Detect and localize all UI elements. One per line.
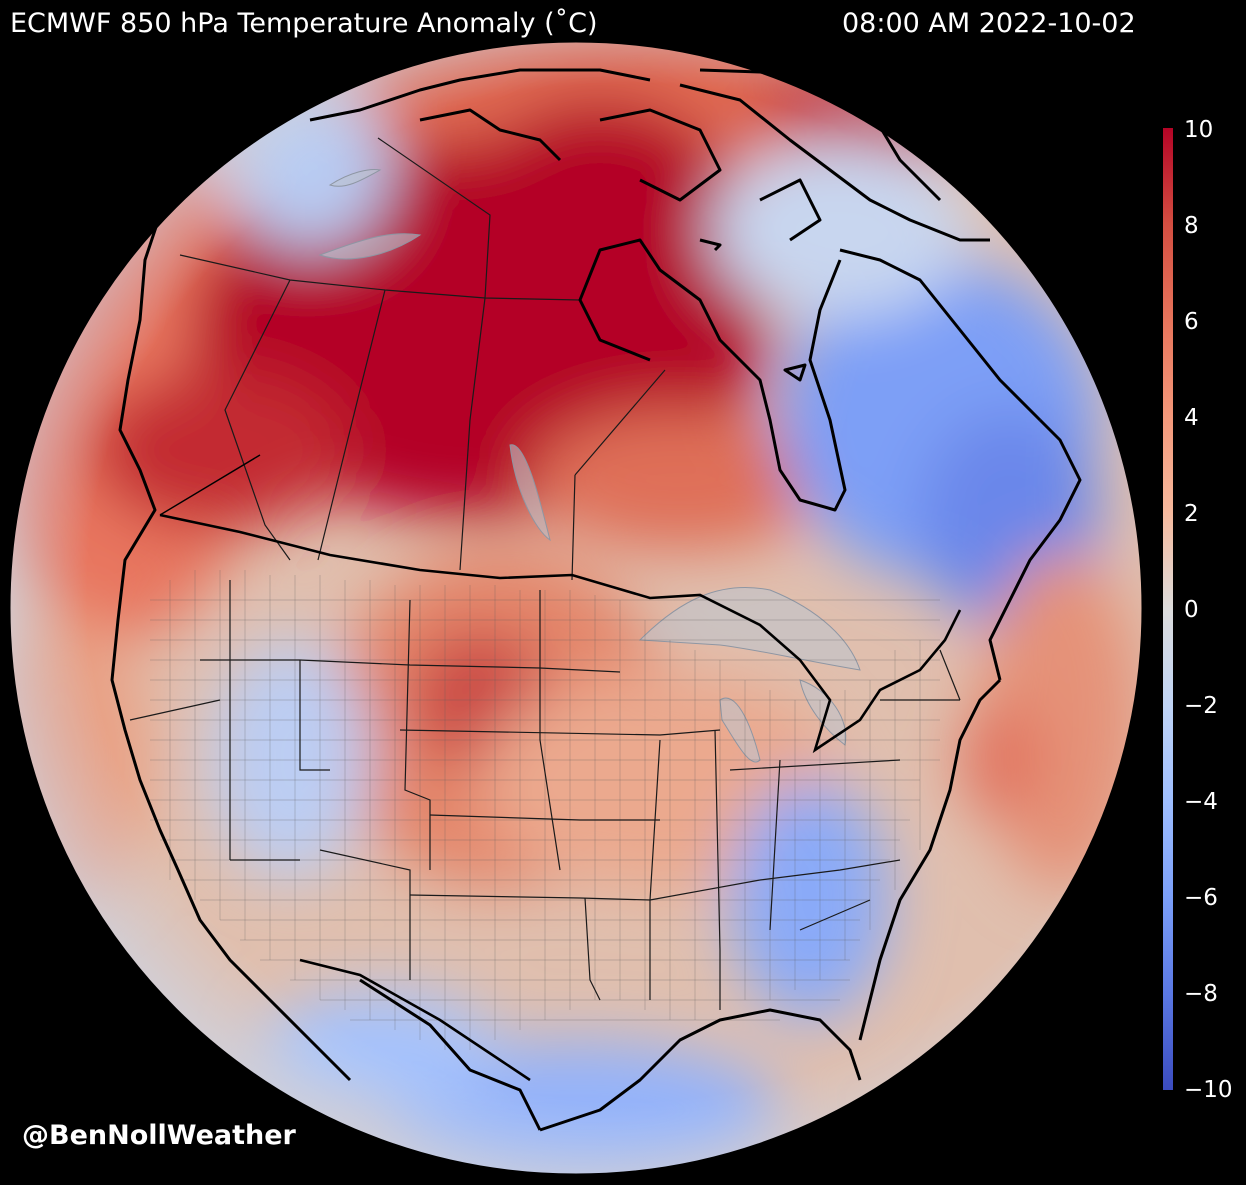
country-borders <box>159 454 962 1082</box>
county-borders <box>150 570 940 1050</box>
colorbar-tick: 0 <box>1184 597 1199 623</box>
colorbar-tick: −4 <box>1184 789 1218 815</box>
colorbar-tick: 10 <box>1184 117 1214 143</box>
colorbar-tick: −8 <box>1184 981 1218 1007</box>
colorbar-tick: −2 <box>1184 693 1218 719</box>
map-timestamp: 08:00 AM 2022-10-02 <box>842 8 1136 39</box>
colorbar-tick: 8 <box>1184 213 1199 239</box>
colorbar-tick: 6 <box>1184 309 1199 335</box>
map-title: ECMWF 850 hPa Temperature Anomaly (˚C) <box>10 8 598 39</box>
colorbar-tick: −6 <box>1184 885 1218 911</box>
coastlines <box>110 68 1082 1132</box>
lakes <box>318 169 861 763</box>
colorbar <box>1163 128 1173 1090</box>
colorbar-tick: −10 <box>1184 1077 1233 1103</box>
colorbar-tick: 2 <box>1184 501 1199 527</box>
colorbar-tick: 4 <box>1184 405 1199 431</box>
watermark: @BenNollWeather <box>22 1120 296 1151</box>
